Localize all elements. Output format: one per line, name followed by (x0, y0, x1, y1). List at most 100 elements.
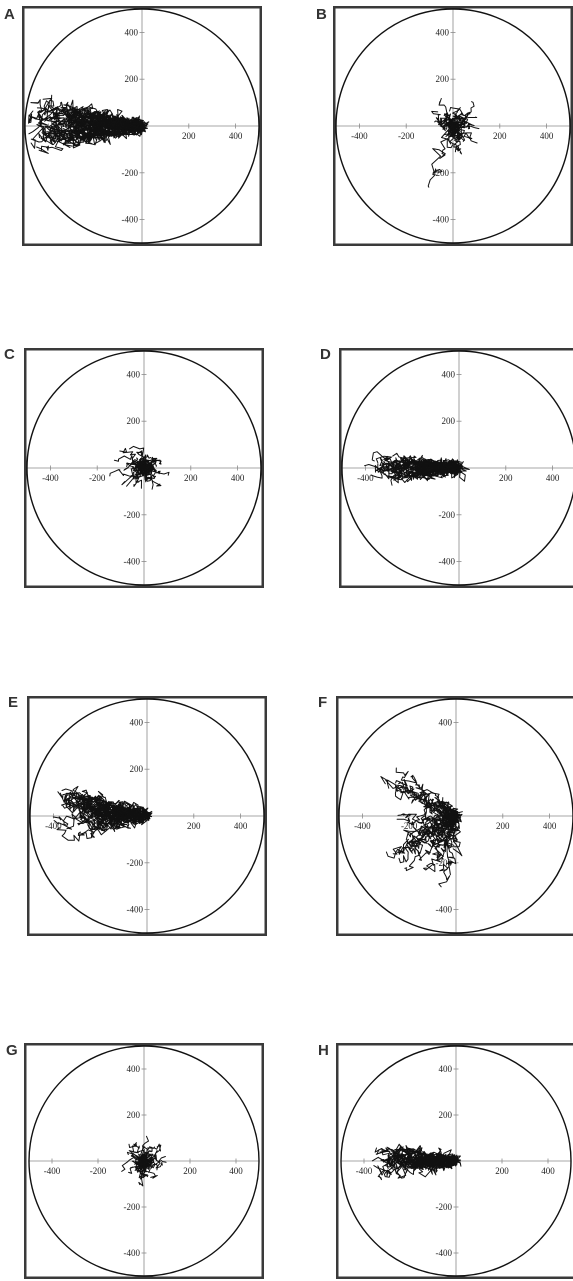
cell-track (91, 810, 153, 823)
y-tick-label: -400 (124, 557, 141, 567)
plot-h: -400 200 400 400 200 -200 -400 (336, 1043, 573, 1279)
plot-b: -400 -200 200 400 400 200 -200 -400 (333, 6, 573, 246)
plot-frame (336, 1043, 573, 1279)
cell-track (131, 1154, 145, 1164)
y-tick-label: 400 (127, 1064, 141, 1074)
y-tick-label: 400 (127, 369, 141, 379)
cell-track (128, 1160, 145, 1174)
cell-track (445, 814, 461, 876)
y-tick-label: -400 (122, 215, 139, 225)
x-tick-label: -400 (42, 473, 59, 483)
cell-track (142, 1135, 149, 1162)
tracks (109, 445, 170, 490)
tracks-plot-h: -400 200 400 400 200 -200 -400 (336, 1043, 573, 1279)
y-tick-label: -400 (439, 557, 456, 567)
y-tick-label: -400 (433, 215, 450, 225)
plot-d: -400 200 400 400 200 -200 -400 (339, 348, 573, 588)
y-tick-label: 200 (127, 1110, 141, 1120)
x-tick-label: 400 (546, 473, 560, 483)
x-tick-label: -200 (401, 821, 418, 831)
cell-track (141, 466, 162, 487)
cell-track (143, 1143, 161, 1165)
plot-frame (333, 6, 573, 246)
tracks-plot-e: -400 200 400 400 200 -200 -400 (27, 696, 267, 936)
y-tick-label: -400 (127, 905, 144, 915)
x-tick-label: -400 (44, 1166, 61, 1176)
cell-track (385, 458, 460, 479)
x-tick-label: -400 (45, 821, 62, 831)
cell-track (437, 119, 454, 128)
x-tick-label: 200 (496, 821, 510, 831)
cell-track (50, 115, 148, 133)
cell-track (121, 1156, 145, 1172)
cell-track (449, 125, 462, 155)
y-tick-label: -200 (124, 1202, 141, 1212)
x-tick-label: 400 (229, 1166, 243, 1176)
y-tick-label: -400 (436, 905, 453, 915)
cell-track (395, 1153, 457, 1166)
y-tick-label: 200 (130, 764, 144, 774)
cell-track (121, 467, 145, 486)
plot-frame (24, 348, 264, 588)
x-tick-label: 200 (187, 821, 201, 831)
y-tick-label: 400 (125, 27, 139, 37)
cell-track (140, 1146, 156, 1162)
boundary-circle (341, 350, 573, 586)
x-tick-label: 400 (234, 821, 248, 831)
x-tick-label: 400 (231, 473, 245, 483)
tracks (380, 767, 463, 888)
boundary-circle (24, 8, 260, 244)
x-tick-label: -400 (356, 1166, 373, 1176)
cell-track (371, 451, 464, 475)
cell-track (143, 1160, 158, 1179)
cell-track (63, 117, 143, 147)
cell-track (438, 815, 460, 888)
panel-label-f: F (318, 694, 328, 711)
plot-frame (27, 696, 267, 936)
y-tick-label: -200 (436, 1202, 453, 1212)
cell-track (68, 113, 143, 132)
tracks (121, 1135, 167, 1187)
tracks (52, 785, 153, 842)
x-tick-label: 400 (541, 1166, 555, 1176)
x-tick-label: 200 (495, 1166, 509, 1176)
plot-frame (339, 348, 573, 588)
boundary-circle (338, 698, 573, 934)
panel-label-d: D (320, 346, 331, 363)
x-tick-label: -400 (354, 821, 371, 831)
plot-c: -400 -200 200 400 400 200 -200 -400 (24, 348, 264, 588)
y-tick-label: 200 (442, 416, 456, 426)
cell-track (30, 118, 146, 146)
cell-track (396, 810, 457, 826)
boundary-circle (340, 1045, 572, 1277)
x-tick-label: 200 (493, 131, 507, 141)
tracks (364, 451, 470, 486)
y-tick-label: -400 (436, 1248, 453, 1258)
cell-track (136, 450, 146, 472)
boundary-circle (29, 698, 265, 934)
tracks-plot-b: -400 -200 200 400 400 200 -200 -400 (333, 6, 573, 246)
y-tick-label: -200 (127, 858, 144, 868)
y-tick-label: -200 (122, 168, 139, 178)
cell-track (402, 813, 457, 854)
y-tick-label: 400 (442, 369, 456, 379)
x-tick-label: 200 (182, 131, 196, 141)
cell-track (443, 806, 463, 817)
tracks-plot-d: -400 200 400 400 200 -200 -400 (339, 348, 573, 588)
x-tick-label: 200 (184, 473, 198, 483)
plot-f: -400 -200 200 400 400 -200 -400 (336, 696, 573, 936)
panel-label-g: G (6, 1042, 18, 1059)
y-tick-label: -200 (124, 510, 141, 520)
y-tick-label: -400 (124, 1248, 141, 1258)
y-tick-label: 200 (439, 1110, 453, 1120)
tracks (28, 94, 150, 154)
tracks-plot-f: -400 -200 200 400 400 -200 -400 (336, 696, 573, 936)
cell-track (411, 463, 463, 477)
tracks (427, 98, 480, 188)
cell-track (137, 460, 146, 469)
x-tick-label: 400 (543, 821, 557, 831)
plot-frame (24, 1043, 264, 1279)
panel-label-a: A (4, 6, 15, 23)
cell-track (109, 463, 145, 477)
